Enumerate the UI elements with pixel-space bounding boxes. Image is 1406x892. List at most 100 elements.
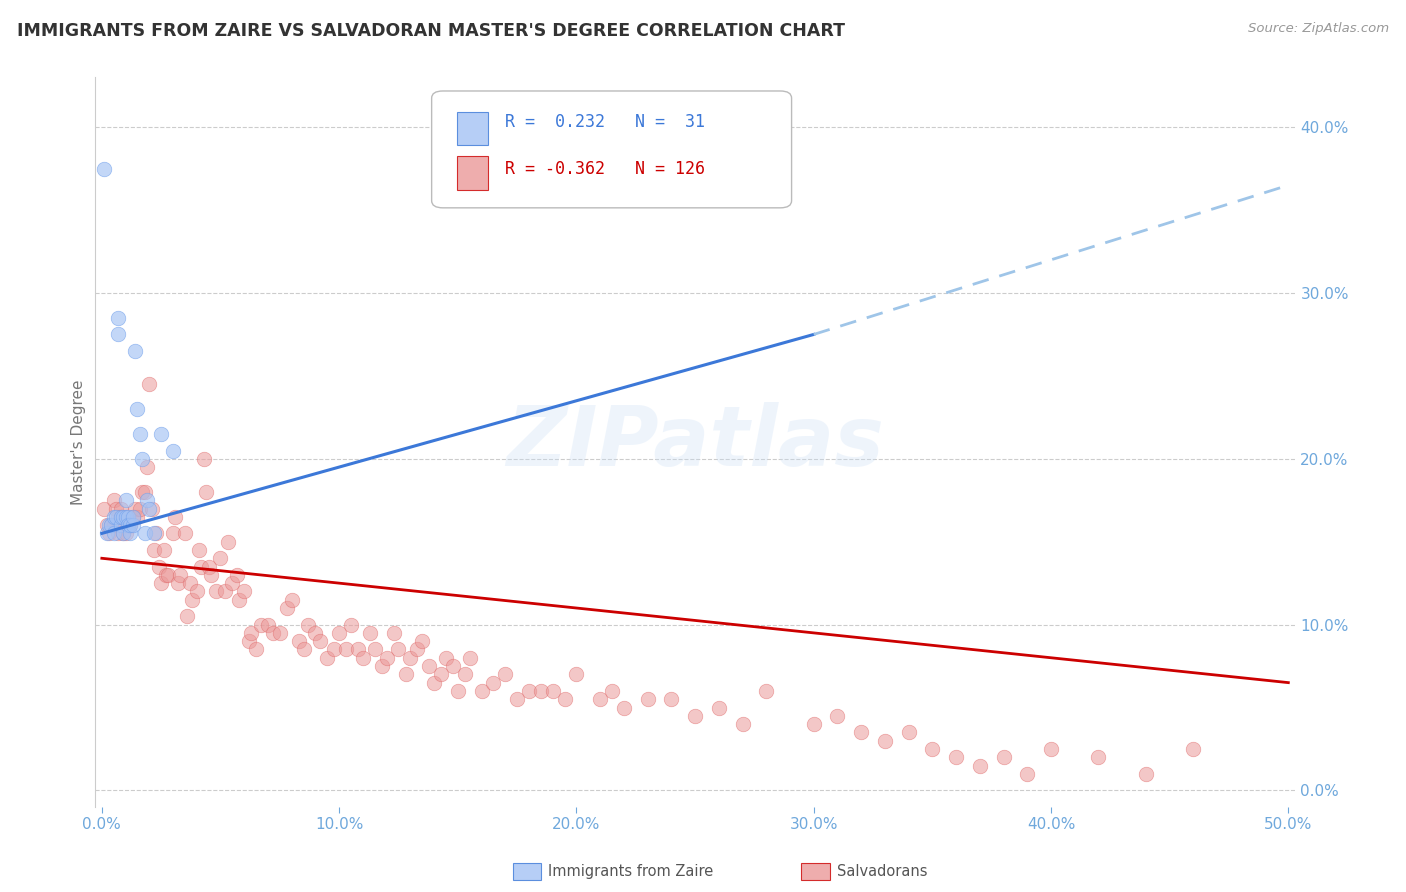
Point: [195, 485, 218, 500]
Point: [803, 717, 825, 731]
Point: [105, 501, 128, 516]
Point: [434, 650, 457, 665]
Point: [482, 675, 505, 690]
Point: [328, 626, 350, 640]
Point: [93, 161, 115, 176]
Point: [103, 493, 125, 508]
Point: [851, 725, 873, 739]
Point: [100, 518, 122, 533]
Point: [120, 526, 142, 541]
Point: [530, 684, 553, 698]
Point: [162, 526, 184, 541]
Point: [969, 758, 991, 772]
Point: [359, 626, 381, 640]
Point: [117, 518, 139, 533]
Point: [217, 534, 239, 549]
Point: [112, 526, 135, 541]
Point: [470, 684, 492, 698]
Point: [214, 584, 236, 599]
Point: [921, 742, 943, 756]
Text: IMMIGRANTS FROM ZAIRE VS SALVADORAN MASTER'S DEGREE CORRELATION CHART: IMMIGRANTS FROM ZAIRE VS SALVADORAN MAST…: [17, 22, 845, 40]
Point: [565, 667, 588, 681]
Point: [993, 750, 1015, 764]
Point: [423, 675, 446, 690]
Point: [93, 501, 115, 516]
Point: [110, 518, 132, 533]
Point: [103, 526, 125, 541]
Point: [269, 626, 291, 640]
Point: [197, 559, 219, 574]
Point: [105, 509, 128, 524]
Point: [152, 543, 174, 558]
Point: [165, 509, 187, 524]
Point: [506, 692, 529, 706]
Point: [107, 509, 129, 524]
Point: [600, 684, 623, 698]
Point: [112, 509, 135, 524]
Point: [188, 543, 211, 558]
Point: [447, 684, 470, 698]
Point: [541, 684, 564, 698]
Point: [110, 501, 132, 516]
Point: [143, 543, 166, 558]
Point: [589, 692, 612, 706]
Text: R = -0.362   N = 126: R = -0.362 N = 126: [505, 161, 704, 178]
Point: [141, 501, 163, 516]
Point: [100, 518, 122, 533]
Point: [297, 617, 319, 632]
Point: [375, 650, 398, 665]
Point: [288, 634, 311, 648]
Point: [181, 592, 204, 607]
Point: [364, 642, 387, 657]
Point: [148, 559, 170, 574]
Point: [209, 551, 232, 566]
Point: [1017, 767, 1039, 781]
Point: [166, 576, 188, 591]
Point: [112, 526, 135, 541]
Point: [387, 642, 409, 657]
Point: [114, 509, 136, 524]
Point: [121, 509, 143, 524]
Point: [683, 708, 706, 723]
Point: [169, 567, 191, 582]
Point: [155, 567, 177, 582]
Point: [121, 518, 143, 533]
Point: [257, 617, 280, 632]
Point: [280, 592, 302, 607]
Point: [292, 642, 315, 657]
Point: [637, 692, 659, 706]
Point: [613, 700, 636, 714]
Point: [107, 310, 129, 325]
Point: [1087, 750, 1109, 764]
Point: [114, 509, 136, 524]
Point: [114, 493, 136, 508]
Point: [707, 700, 730, 714]
Point: [121, 509, 143, 524]
Point: [138, 377, 160, 392]
Point: [150, 576, 173, 591]
Point: [340, 617, 363, 632]
Point: [323, 642, 346, 657]
Point: [430, 667, 453, 681]
Point: [441, 659, 464, 673]
Point: [128, 501, 150, 516]
Y-axis label: Master's Degree: Master's Degree: [72, 379, 86, 505]
Point: [827, 708, 849, 723]
Point: [131, 485, 153, 500]
Point: [131, 451, 153, 466]
Point: [96, 526, 118, 541]
Point: [157, 567, 180, 582]
Point: [127, 402, 149, 417]
Point: [103, 518, 125, 533]
Point: [309, 634, 332, 648]
Point: [124, 501, 146, 516]
Point: [103, 509, 125, 524]
Point: [204, 584, 226, 599]
Point: [262, 626, 284, 640]
Point: [96, 518, 118, 533]
Point: [190, 559, 212, 574]
Point: [347, 642, 370, 657]
Point: [454, 667, 477, 681]
Point: [117, 509, 139, 524]
Point: [1135, 767, 1157, 781]
